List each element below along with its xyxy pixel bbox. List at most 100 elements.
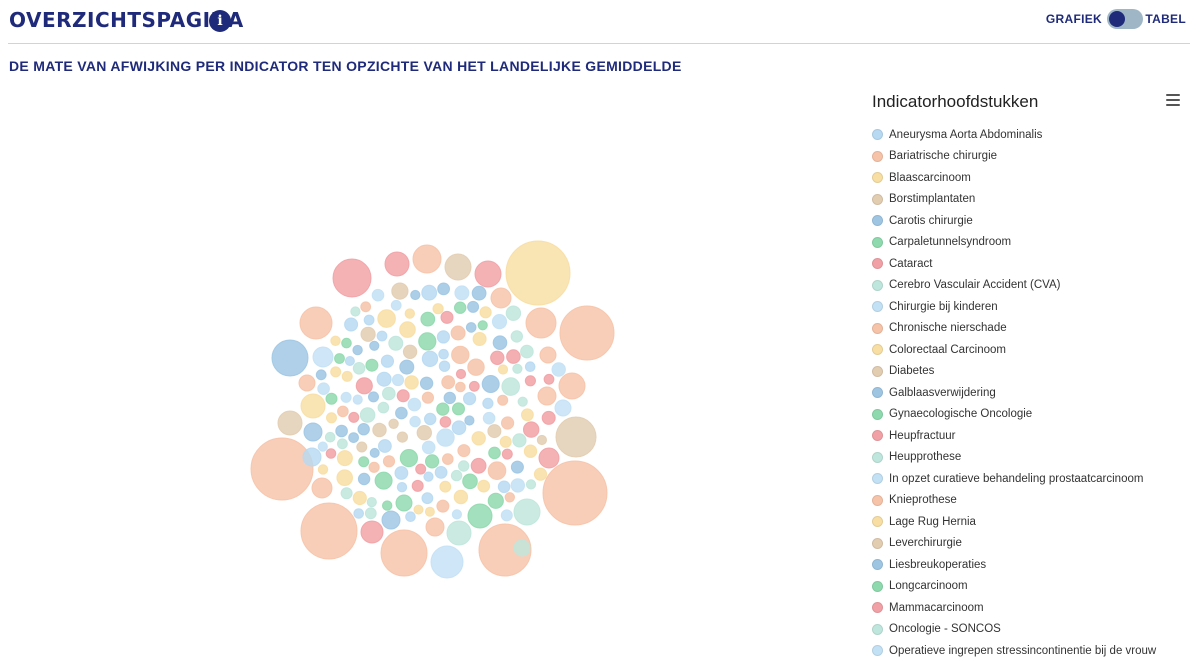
bubble[interactable] [356, 441, 368, 453]
bubble[interactable] [523, 444, 538, 458]
bubble[interactable] [454, 285, 470, 301]
info-icon[interactable]: i [209, 10, 231, 32]
bubble[interactable] [348, 432, 360, 444]
bubble[interactable] [374, 471, 393, 490]
bubble[interactable] [382, 500, 393, 511]
bubble[interactable] [537, 386, 557, 406]
bubble[interactable] [497, 364, 509, 375]
legend-item[interactable]: Cataract [870, 253, 1190, 275]
bubble[interactable] [377, 309, 396, 328]
bubble[interactable] [555, 416, 597, 458]
bubble[interactable] [299, 306, 333, 340]
bubble[interactable] [524, 361, 536, 373]
bubble[interactable] [441, 375, 456, 390]
bubble[interactable] [521, 408, 534, 422]
bubble[interactable] [492, 335, 508, 351]
bubble[interactable] [453, 489, 469, 505]
bubble[interactable] [360, 520, 384, 544]
bubble[interactable] [369, 447, 380, 458]
bubble[interactable] [298, 374, 316, 392]
bubble[interactable] [368, 391, 379, 403]
bubble[interactable] [352, 344, 363, 356]
legend-item[interactable]: Operatieve ingrepen stressincontinentie … [870, 640, 1190, 662]
bubble[interactable] [335, 424, 348, 438]
bubble[interactable] [357, 472, 371, 486]
bubble[interactable] [490, 287, 512, 309]
bubble[interactable] [352, 394, 363, 405]
bubble[interactable] [513, 539, 531, 557]
bubble[interactable] [438, 348, 449, 360]
legend-item[interactable]: Cerebro Vasculair Accident (CVA) [870, 275, 1190, 297]
bubble[interactable] [432, 303, 444, 315]
bubble[interactable] [481, 375, 500, 393]
bubble[interactable] [451, 509, 462, 520]
bubble[interactable] [376, 371, 392, 387]
bubble[interactable] [450, 325, 466, 341]
bubble[interactable] [488, 446, 501, 460]
bubble[interactable] [454, 301, 467, 314]
bubble[interactable] [300, 393, 326, 419]
bubble[interactable] [413, 504, 424, 515]
toggle-label-grafiek[interactable]: GRAFIEK [1045, 12, 1102, 26]
bubble[interactable] [499, 435, 512, 448]
bubble[interactable] [312, 346, 334, 368]
bubble[interactable] [442, 453, 454, 465]
bubble[interactable] [326, 412, 337, 424]
bubble[interactable] [490, 350, 505, 365]
bubble[interactable] [337, 438, 348, 450]
bubble[interactable] [344, 317, 359, 332]
bubble[interactable] [352, 490, 367, 506]
legend-item[interactable]: Knieprothese [870, 490, 1190, 512]
bubble[interactable] [497, 480, 511, 494]
bubble[interactable] [439, 480, 452, 493]
bubble[interactable] [504, 492, 515, 503]
bubble[interactable] [467, 503, 493, 529]
bubble[interactable] [463, 392, 477, 406]
bubble[interactable] [539, 346, 557, 364]
bubble[interactable] [471, 285, 487, 301]
bubble[interactable] [368, 461, 380, 473]
bubble[interactable] [425, 454, 440, 469]
bubble[interactable] [443, 391, 456, 405]
bubble[interactable] [458, 460, 470, 472]
bubble[interactable] [277, 410, 303, 436]
bubble[interactable] [341, 337, 352, 349]
bubble[interactable] [487, 492, 504, 509]
bubble[interactable] [376, 330, 388, 342]
bubble[interactable] [405, 511, 416, 523]
bubble[interactable] [409, 415, 421, 428]
bubble[interactable] [436, 499, 450, 513]
bubble[interactable] [512, 363, 523, 374]
bubble[interactable] [467, 358, 485, 376]
bubble[interactable] [430, 545, 464, 579]
legend-item[interactable]: Chirurgie bij kinderen [870, 296, 1190, 318]
bubble[interactable] [455, 381, 466, 393]
bubble[interactable] [311, 477, 333, 499]
bubble[interactable] [341, 370, 353, 382]
bubble[interactable] [559, 305, 615, 361]
legend-item[interactable]: Galblaasverwijdering [870, 382, 1190, 404]
bubble[interactable] [330, 335, 341, 346]
bubble[interactable] [382, 455, 396, 468]
bubble[interactable] [451, 345, 470, 365]
bubble[interactable] [336, 469, 354, 487]
bubble[interactable] [437, 282, 451, 296]
bubble[interactable] [324, 431, 336, 443]
bubble[interactable] [513, 498, 541, 526]
bubble[interactable] [520, 344, 534, 359]
bubble[interactable] [410, 289, 421, 301]
bubble[interactable] [543, 373, 555, 385]
bubble[interactable] [395, 494, 413, 512]
bubble[interactable] [411, 479, 424, 492]
bubble[interactable] [505, 305, 522, 321]
legend-item[interactable]: In opzet curatieve behandeling prostaatc… [870, 468, 1190, 490]
legend-item[interactable]: Lage Rug Hernia [870, 511, 1190, 533]
bubble[interactable] [404, 308, 415, 319]
bubble[interactable] [450, 469, 463, 482]
bubble[interactable] [399, 321, 416, 338]
bubble[interactable] [523, 421, 540, 438]
bubble[interactable] [424, 412, 437, 426]
bubble[interactable] [390, 299, 402, 311]
bubble[interactable] [421, 284, 438, 301]
legend-item[interactable]: Longcarcinoom [870, 576, 1190, 598]
